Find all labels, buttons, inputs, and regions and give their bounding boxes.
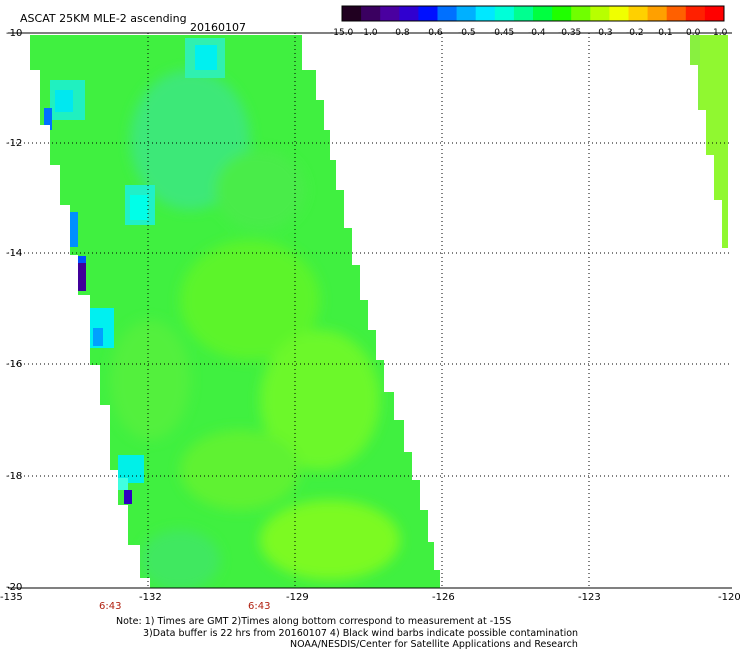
note-line: 3)Data buffer is 22 hrs from 20160107 4)… (143, 628, 579, 639)
y-axis-label: -18 (6, 471, 23, 482)
colorbar-segment (609, 6, 629, 21)
colorbar-segment (418, 6, 438, 21)
colorbar-segment (380, 6, 400, 21)
blue-patch (44, 108, 52, 130)
x-axis-label: -135 (0, 592, 23, 603)
y-axis-label: -12 (6, 138, 23, 149)
y-axis-label: -16 (6, 359, 23, 370)
blue-patch (124, 490, 132, 504)
y-axis-label: -10 (6, 28, 23, 39)
colorbar-segment (513, 6, 534, 21)
east-swath (690, 35, 728, 248)
time-label: 6:43 (248, 601, 271, 612)
colorbar-segment (666, 6, 687, 21)
x-axis-label: -126 (432, 592, 455, 603)
cyan-patch (55, 90, 73, 112)
graticule (8, 33, 732, 588)
cyan-patch (130, 195, 148, 220)
blue-patch (70, 212, 78, 247)
colorbar-segment (571, 6, 591, 21)
y-axis-label: -20 (6, 582, 23, 593)
purple-patch (78, 263, 86, 291)
colorbar-segment (399, 6, 419, 21)
cyan-patch (118, 478, 128, 490)
note-line: NOAA/NESDIS/Center for Satellite Applica… (290, 639, 578, 650)
swath-texture (110, 70, 400, 588)
colorbar-segment (494, 6, 515, 21)
x-axis-label: -123 (578, 592, 601, 603)
x-axis-label: -120 (718, 592, 740, 603)
plot-frame (8, 32, 732, 589)
colorbar-frame (341, 5, 725, 22)
blue-patch (93, 328, 103, 346)
colorbar-segment (456, 6, 477, 21)
colorbar-segment (590, 6, 610, 21)
colorbar-segment (685, 6, 706, 21)
x-axis-label: -132 (139, 592, 162, 603)
x-axis-label: -129 (286, 592, 309, 603)
colorbar-segment (437, 6, 458, 21)
colorbar-segment (704, 6, 725, 21)
time-label: 6:43 (99, 601, 122, 612)
note-line: Note: 1) Times are GMT 2)Times along bot… (116, 616, 512, 627)
cyan-patch (195, 45, 217, 70)
colorbar-segment (475, 6, 496, 21)
main-swath (30, 35, 440, 588)
colorbar-segment (628, 6, 649, 21)
colorbar-segment (342, 6, 362, 21)
colorbar-segment (361, 6, 381, 21)
product-title: ASCAT 25KM MLE-2 ascending (20, 12, 187, 25)
colorbar-segment (552, 6, 572, 21)
product-date: 20160107 (190, 21, 246, 34)
colorbar (342, 6, 725, 21)
colorbar-segment (533, 6, 553, 21)
y-axis-label: -14 (6, 248, 23, 259)
colorbar-segment (647, 6, 668, 21)
